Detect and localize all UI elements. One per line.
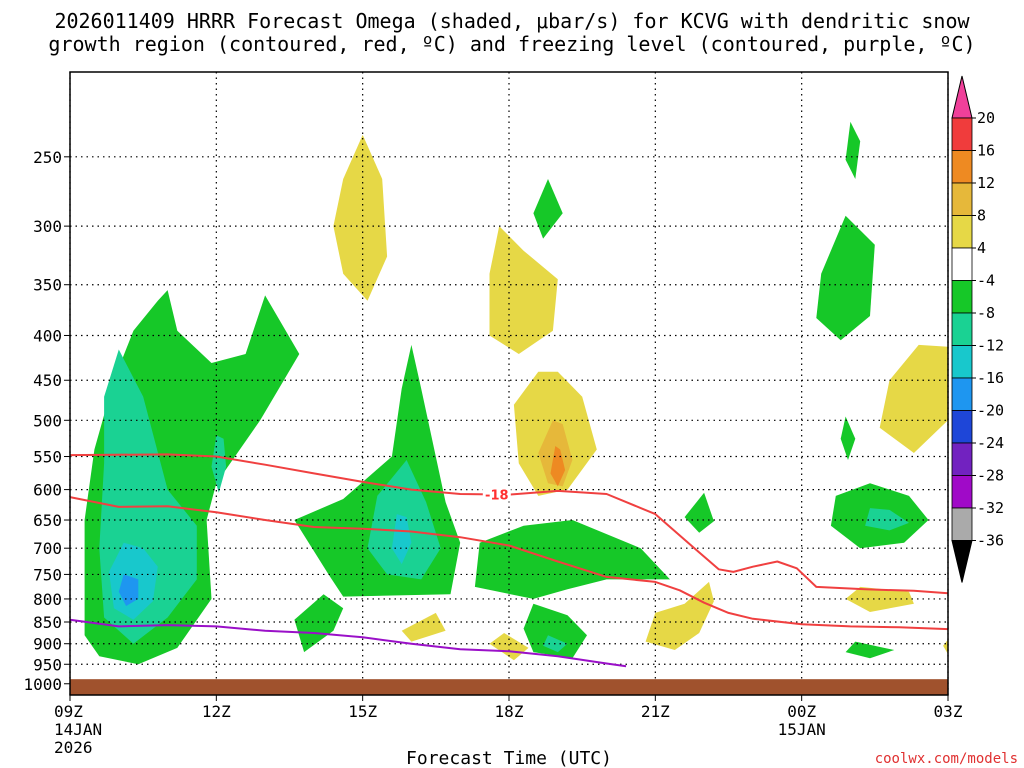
y-tick-label: 450 — [33, 371, 62, 390]
chart-title-line-2: growth region (contoured, red, ºC) and f… — [48, 32, 975, 56]
omega-region-27 — [865, 508, 909, 531]
colorbar-swatch — [951, 182, 973, 216]
omega-region-30 — [943, 639, 948, 655]
y-tick-label: 900 — [33, 635, 62, 654]
colorbar-bottom-arrow — [951, 540, 973, 583]
y-tick-label: 750 — [33, 565, 62, 584]
contour-label-bg — [482, 487, 511, 502]
colorbar-swatch — [951, 442, 973, 476]
x-tick-label: 15Z — [348, 702, 377, 721]
x-tick-date: 15JAN — [778, 720, 826, 739]
grid-lines — [69, 72, 949, 695]
y-tick-label: 800 — [33, 590, 62, 609]
colorbar-label: -36 — [977, 532, 1004, 550]
y-tick-label: 850 — [33, 613, 62, 632]
omega-region-15 — [533, 179, 563, 239]
contour-label: -18 — [485, 488, 509, 503]
omega-region-9 — [294, 594, 344, 653]
colorbar-label: -12 — [977, 337, 1004, 355]
colorbar-swatch — [951, 345, 973, 379]
omega-region-0 — [333, 134, 388, 301]
colorbar-swatch — [951, 410, 973, 444]
chart-title-line-1: 2026011409 HRRR Forecast Omega (shaded, … — [54, 9, 970, 33]
colorbar-label: -16 — [977, 369, 1004, 387]
colorbar-label: -28 — [977, 467, 1004, 485]
omega-region-8 — [391, 514, 412, 565]
omega-region-29 — [845, 641, 895, 659]
colorbar-swatch — [951, 312, 973, 346]
colorbar-label: -8 — [977, 304, 995, 322]
colorbar-swatch — [951, 247, 973, 281]
omega-region-5 — [211, 435, 227, 493]
colorbar-swatch — [951, 215, 973, 249]
y-tick-label: 500 — [33, 411, 62, 430]
colorbar-label: 12 — [977, 174, 995, 192]
y-axis: 250 300 350 400 450 500 550 600 650 700 750 800 850 9… — [23, 148, 70, 694]
omega-region-22 — [845, 121, 861, 179]
omega-region-17 — [523, 603, 587, 659]
omega-region-24 — [879, 344, 948, 453]
x-tick-label: 00Z — [787, 702, 816, 721]
x-tick-label: 21Z — [641, 702, 670, 721]
colorbar-swatch — [951, 507, 973, 541]
colorbar-label: 4 — [977, 239, 986, 257]
x-tick-year: 2026 — [54, 738, 93, 757]
omega-region-11 — [489, 226, 558, 354]
y-tick-label: 1000 — [23, 675, 62, 694]
contour-lines: -18 — [69, 453, 949, 668]
omega-shaded-layer — [84, 121, 948, 665]
x-tick-label: 03Z — [934, 702, 963, 721]
colorbar-swatch — [951, 150, 973, 184]
colorbar-swatch — [951, 475, 973, 509]
omega-region-19 — [489, 633, 529, 661]
colorbar-top-arrow — [951, 75, 973, 119]
omega-region-25 — [840, 416, 856, 460]
y-tick-label: 350 — [33, 276, 62, 295]
colorbar-label: -32 — [977, 499, 1004, 517]
colorbar-label: -24 — [977, 434, 1004, 452]
omega-region-21 — [684, 492, 714, 533]
x-tick-label: 18Z — [495, 702, 524, 721]
y-tick-label: 400 — [33, 326, 62, 345]
colorbar: 20 16 12 8 4 -4 -8 -12 -16 -20 -24 -28 -32 -36 — [951, 75, 1004, 583]
colorbar-label: -4 — [977, 272, 995, 290]
omega-region-23 — [816, 215, 875, 341]
colorbar-label: 8 — [977, 207, 986, 225]
y-tick-label: 700 — [33, 539, 62, 558]
y-tick-label: 550 — [33, 448, 62, 467]
contour-1 — [69, 496, 949, 631]
terrain-below-surface — [70, 679, 948, 695]
omega-region-10 — [401, 612, 446, 642]
colorbar-label: 16 — [977, 142, 995, 160]
colorbar-label: -20 — [977, 402, 1004, 420]
y-tick-label: 250 — [33, 148, 62, 167]
y-tick-label: 950 — [33, 655, 62, 674]
x-tick-label: 09Z — [54, 702, 83, 721]
y-tick-label: 650 — [33, 511, 62, 530]
x-axis-label: Forecast Time (UTC) — [406, 748, 612, 768]
plot-area: -18 — [69, 71, 949, 696]
x-tick-label: 12Z — [202, 702, 231, 721]
omega-region-4 — [118, 574, 139, 606]
y-tick-label: 300 — [33, 217, 62, 236]
y-tick-label: 600 — [33, 481, 62, 500]
colorbar-label: 20 — [977, 109, 995, 127]
contour-0 — [69, 453, 949, 595]
colorbar-swatch — [951, 377, 973, 411]
credit-text[interactable]: coolwx.com/models — [875, 751, 1018, 767]
colorbar-swatch — [951, 280, 973, 314]
colorbar-swatch — [951, 117, 973, 151]
contour-2 — [69, 618, 627, 668]
x-tick-date: 14JAN — [54, 720, 102, 739]
